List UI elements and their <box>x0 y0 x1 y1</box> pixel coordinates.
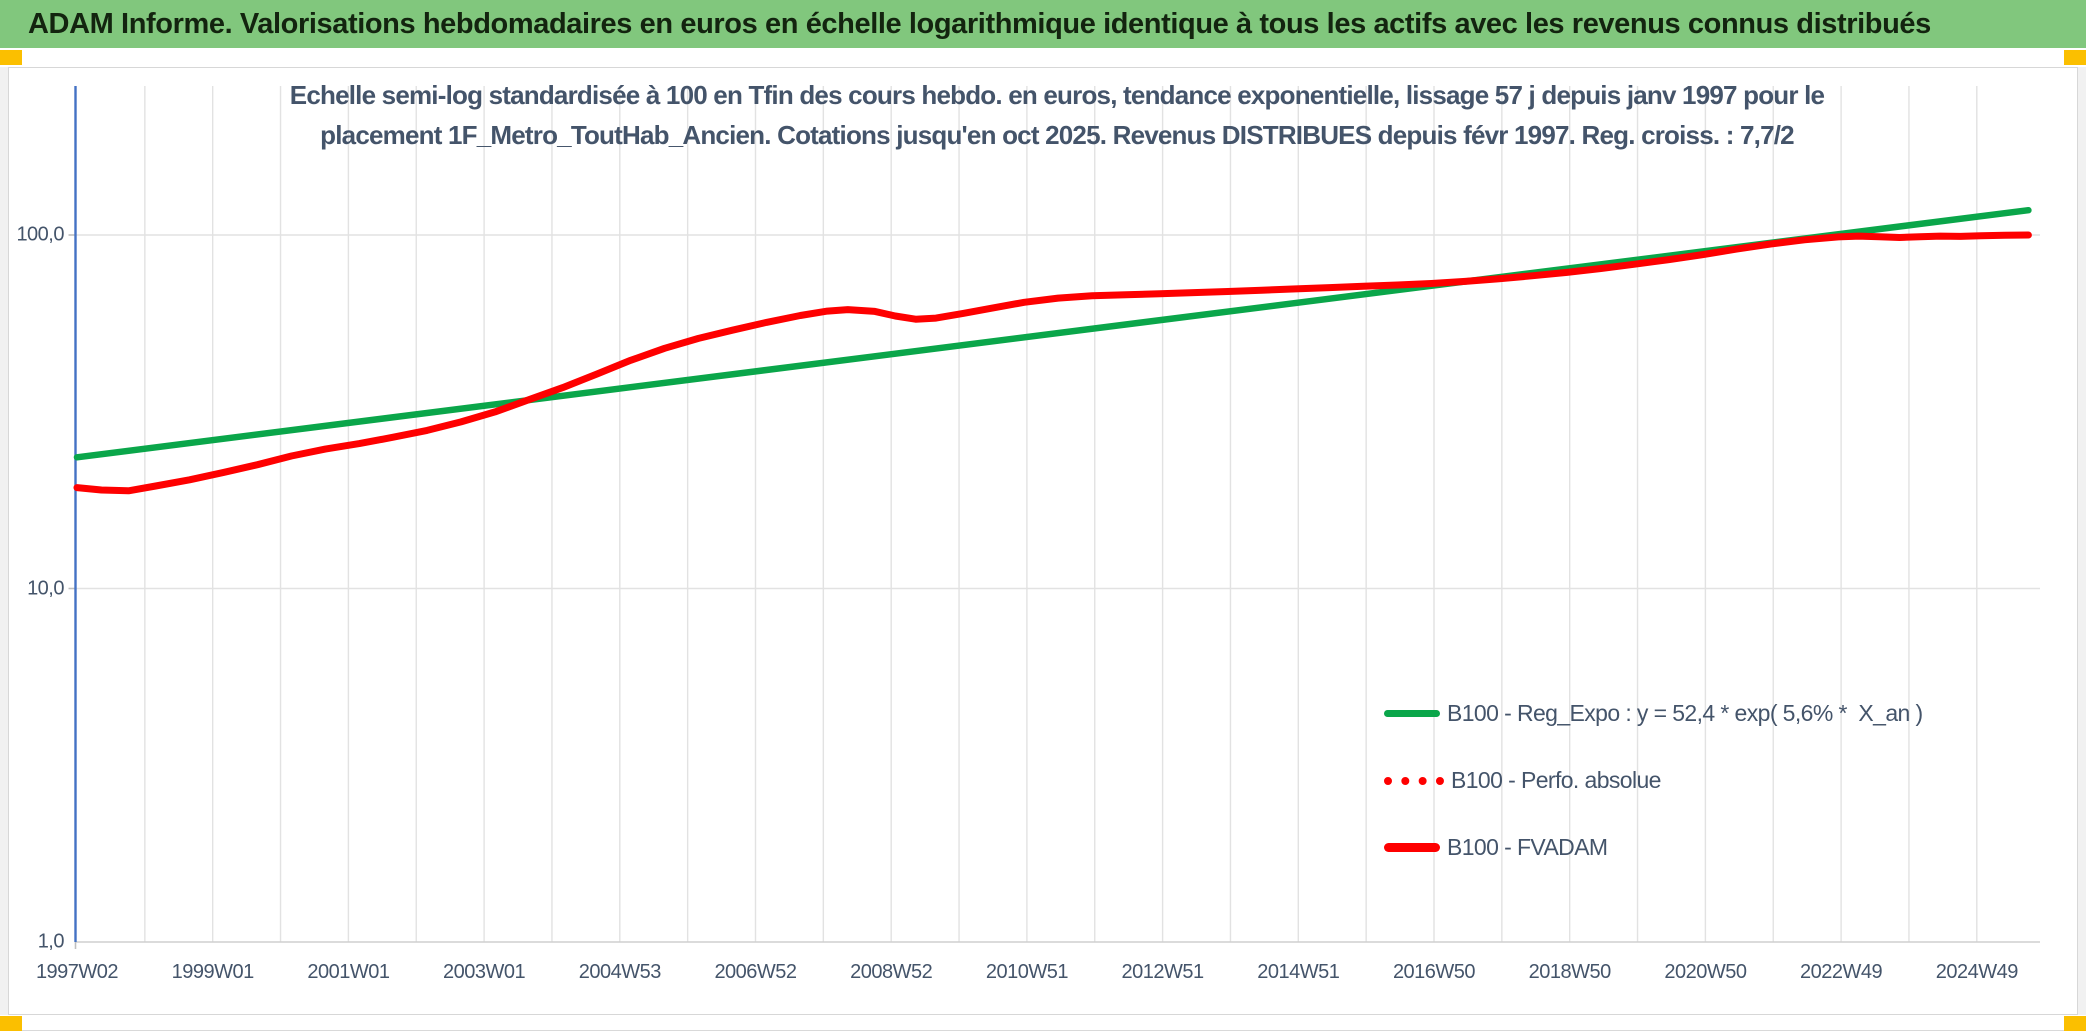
x-tick-label: 2024W49 <box>1935 961 2019 983</box>
legend-label: B100 - Reg_Expo : y = 52,4 * exp( 5,6% *… <box>1447 700 1923 726</box>
top-spacer-strip <box>0 48 2086 67</box>
chart-panel <box>8 67 2078 1015</box>
legend-swatch-icon <box>1384 843 1440 852</box>
x-tick-label: 2016W50 <box>1392 961 1476 983</box>
series-line-2 <box>73 231 2032 495</box>
x-tick-label: 2004W53 <box>578 961 662 983</box>
x-tick-label: 2022W49 <box>1800 961 1883 983</box>
corner-marker-top-left <box>0 50 22 65</box>
y-tick-label: 100,0 <box>16 223 64 246</box>
corner-marker-top-right <box>2064 50 2086 65</box>
bottom-rule-line <box>0 1030 2086 1031</box>
x-tick-label: 2020W50 <box>1664 961 1747 983</box>
legend-item-2: B100 - FVADAM <box>1384 814 1923 881</box>
legend-item-1: B100 - Perfo. absolue <box>1384 747 1923 814</box>
y-tick-label: 10,0 <box>27 577 64 599</box>
chart-title-line-2: placement 1F_Metro_ToutHab_Ancien. Cotat… <box>320 120 1794 150</box>
x-tick-label: 1999W01 <box>171 961 255 983</box>
report-title: ADAM Informe. Valorisations hebdomadaire… <box>28 7 1931 40</box>
x-tick-label: 2018W50 <box>1528 961 1612 983</box>
legend-swatch-icon <box>1384 776 1444 785</box>
chart-legend: B100 - Reg_Expo : y = 52,4 * exp( 5,6% *… <box>1384 680 1923 881</box>
x-tick-label: 2003W01 <box>443 961 526 983</box>
x-tick-label: 1997W02 <box>35 961 119 983</box>
legend-swatch-icon <box>1384 710 1440 717</box>
legend-label: B100 - FVADAM <box>1447 834 1608 860</box>
x-tick-label: 2012W51 <box>1121 961 1205 983</box>
x-tick-label: 2006W52 <box>714 961 797 983</box>
report-header-bar: ADAM Informe. Valorisations hebdomadaire… <box>0 0 2086 48</box>
corner-marker-bottom-left <box>0 1016 22 1031</box>
corner-marker-bottom-right <box>2064 1016 2086 1031</box>
x-tick-label: 2001W01 <box>307 961 390 983</box>
x-tick-label: 2014W51 <box>1257 961 1340 983</box>
legend-item-0: B100 - Reg_Expo : y = 52,4 * exp( 5,6% *… <box>1384 680 1923 747</box>
x-tick-label: 2010W51 <box>985 961 1069 983</box>
x-tick-label: 2008W52 <box>850 961 933 983</box>
bottom-spacer-strip <box>0 1015 2086 1033</box>
chart-title-line-1: Echelle semi-log standardisée à 100 en T… <box>289 80 1825 110</box>
y-tick-label: 1,0 <box>37 930 65 953</box>
legend-label: B100 - Perfo. absolue <box>1451 767 1661 793</box>
